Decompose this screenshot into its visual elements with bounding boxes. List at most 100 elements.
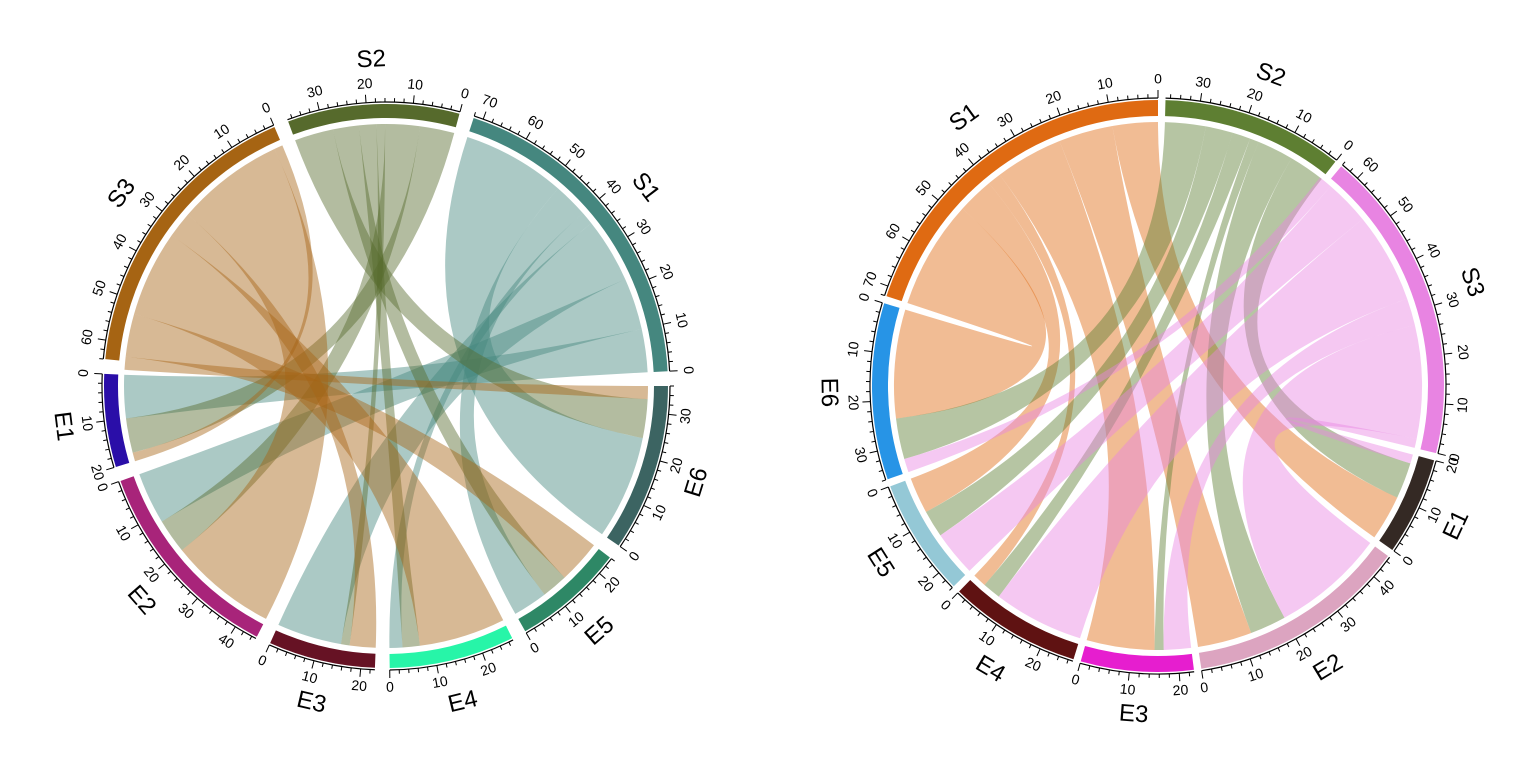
chord-s3-e5: [940, 186, 1363, 571]
tick-mark: [900, 247, 905, 251]
tick-mark: [1010, 129, 1015, 137]
tick-mark: [1344, 604, 1349, 609]
tick-mark: [1373, 576, 1381, 583]
chord-s1-e1: [1112, 122, 1398, 538]
tick-label: 0: [681, 366, 697, 375]
chord-s2-e6: [295, 129, 648, 439]
tick-mark: [1077, 105, 1080, 110]
tick-mark: [262, 125, 266, 130]
tick-mark: [1434, 302, 1443, 306]
tick-mark: [121, 498, 126, 502]
tick-mark: [128, 246, 137, 252]
tick-mark: [961, 599, 966, 604]
tick-label: 20: [1023, 654, 1044, 675]
tick-mark: [103, 329, 108, 332]
tick-mark: [130, 524, 139, 530]
tick-mark: [321, 662, 324, 667]
tick-mark: [928, 204, 933, 209]
tick-mark: [327, 103, 329, 108]
tick-mark: [1178, 673, 1181, 682]
tick-mark: [665, 432, 671, 435]
tick-mark: [187, 591, 191, 596]
tick-label: 0: [1399, 553, 1417, 569]
sector-band-e6: [607, 386, 668, 546]
sector-band-e3: [1080, 645, 1194, 672]
tick-mark: [941, 189, 946, 193]
tick-mark: [664, 442, 669, 444]
tick-label: 10: [407, 75, 424, 92]
sector-band-e1: [103, 373, 130, 467]
chord-s2-e1: [126, 126, 455, 453]
tick-mark: [107, 457, 112, 460]
tick-mark: [994, 143, 998, 148]
sector-axis-s1: [884, 97, 1159, 296]
tick-label: 10: [844, 340, 862, 358]
sector-axis-e2: [118, 481, 257, 639]
tick-label: 10: [431, 673, 449, 692]
tick-mark: [188, 170, 195, 177]
tick-mark: [1380, 568, 1384, 572]
tick-mark: [1433, 469, 1438, 473]
tick-label: 60: [78, 328, 96, 346]
tick-mark: [1201, 670, 1204, 679]
tick-label: 0: [1341, 136, 1357, 154]
tick-label: 30: [633, 216, 655, 238]
sector-label-e6: E6: [815, 377, 843, 407]
tick-label: 30: [305, 82, 324, 101]
tick-mark: [1067, 108, 1070, 113]
tick-mark: [364, 94, 367, 103]
sector-label-e6: E6: [679, 464, 713, 500]
tick-mark: [1424, 274, 1429, 278]
tick-mark: [171, 193, 175, 198]
tick-mark: [878, 469, 883, 473]
tick-mark: [1106, 94, 1109, 103]
chord-s3-e2: [181, 148, 329, 619]
tick-mark: [1359, 590, 1364, 595]
tick-mark: [473, 655, 476, 661]
tick-mark: [1199, 93, 1203, 102]
tick-mark: [1321, 622, 1325, 627]
tick-mark: [105, 320, 110, 323]
tick-mark: [116, 283, 121, 286]
chord-s1-e2: [1059, 125, 1252, 647]
sector-label-s3: S3: [102, 174, 141, 214]
tick-mark: [500, 122, 503, 127]
tick-mark: [158, 563, 166, 570]
tick-mark: [1357, 172, 1364, 179]
tick-mark: [1021, 127, 1024, 132]
tick-mark: [110, 301, 115, 304]
tick-mark: [454, 661, 457, 666]
tick-mark: [1311, 139, 1315, 144]
tick-mark: [1366, 583, 1371, 588]
tick-mark: [632, 242, 637, 246]
chord-diagram-right: 010203040506070S10102030E601020E501020E4…: [815, 57, 1489, 729]
tick-mark: [641, 259, 646, 263]
sector-band-s3: [1330, 166, 1444, 454]
tick-mark: [579, 174, 583, 179]
chord-s1-e4: [974, 174, 1076, 585]
tick-mark: [491, 649, 494, 654]
sector-axis-e3: [1079, 662, 1195, 675]
tick-mark: [572, 599, 576, 604]
tick-mark: [873, 320, 878, 323]
tick-mark: [221, 149, 225, 154]
tick-mark: [647, 496, 652, 499]
tick-mark: [230, 626, 236, 634]
sector-axis-e6: [619, 385, 671, 547]
sector-band-e3: [270, 630, 376, 668]
tick-label: 50: [89, 278, 109, 298]
tick-label: 20: [657, 261, 678, 282]
tick-mark: [922, 213, 926, 217]
tick-mark: [875, 310, 880, 313]
tick-label: 30: [852, 445, 871, 464]
tick-mark: [100, 348, 105, 351]
tick-mark: [871, 330, 876, 333]
chord-s2-e2: [161, 123, 420, 551]
tick-label: 20: [1245, 84, 1265, 104]
tick-mark: [654, 478, 659, 481]
tick-mark: [1414, 516, 1419, 520]
tick-mark: [1352, 597, 1356, 602]
tick-mark: [985, 618, 989, 623]
tick-mark: [237, 138, 241, 143]
